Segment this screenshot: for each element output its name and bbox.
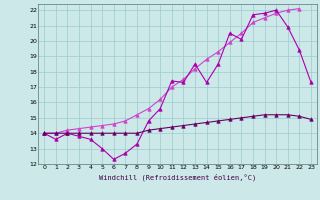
X-axis label: Windchill (Refroidissement éolien,°C): Windchill (Refroidissement éolien,°C) bbox=[99, 173, 256, 181]
